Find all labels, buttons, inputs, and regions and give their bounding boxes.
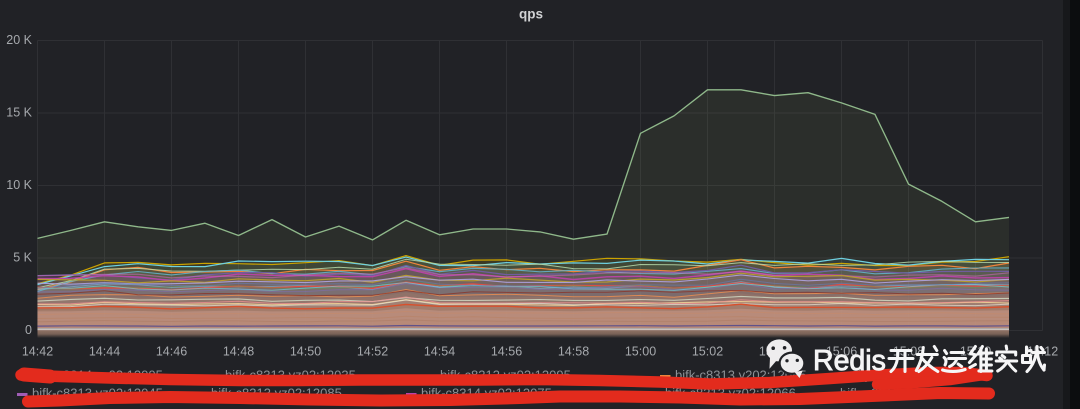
svg-text:14:48: 14:48 <box>223 345 254 359</box>
svg-text:15:10: 15:10 <box>960 345 991 359</box>
svg-text:20 K: 20 K <box>6 33 32 47</box>
svg-text:14:58: 14:58 <box>558 345 589 359</box>
svg-text:qps: qps <box>519 7 543 22</box>
svg-text:15:00: 15:00 <box>625 345 656 359</box>
svg-text:14:50: 14:50 <box>290 345 321 359</box>
svg-text:5 K: 5 K <box>13 251 32 265</box>
svg-text:14:54: 14:54 <box>424 345 455 359</box>
svg-text:15 K: 15 K <box>6 106 32 120</box>
svg-text:14:42: 14:42 <box>22 345 53 359</box>
svg-text:10 K: 10 K <box>6 178 32 192</box>
svg-text:14:56: 14:56 <box>491 345 522 359</box>
svg-text:Redis: Redis <box>813 345 886 377</box>
svg-text:14:46: 14:46 <box>156 345 187 359</box>
svg-text:15:06: 15:06 <box>826 345 857 359</box>
svg-text:14:52: 14:52 <box>357 345 388 359</box>
svg-text:0: 0 <box>25 323 32 337</box>
svg-text:15:02: 15:02 <box>692 345 723 359</box>
svg-text:14:44: 14:44 <box>89 345 120 359</box>
